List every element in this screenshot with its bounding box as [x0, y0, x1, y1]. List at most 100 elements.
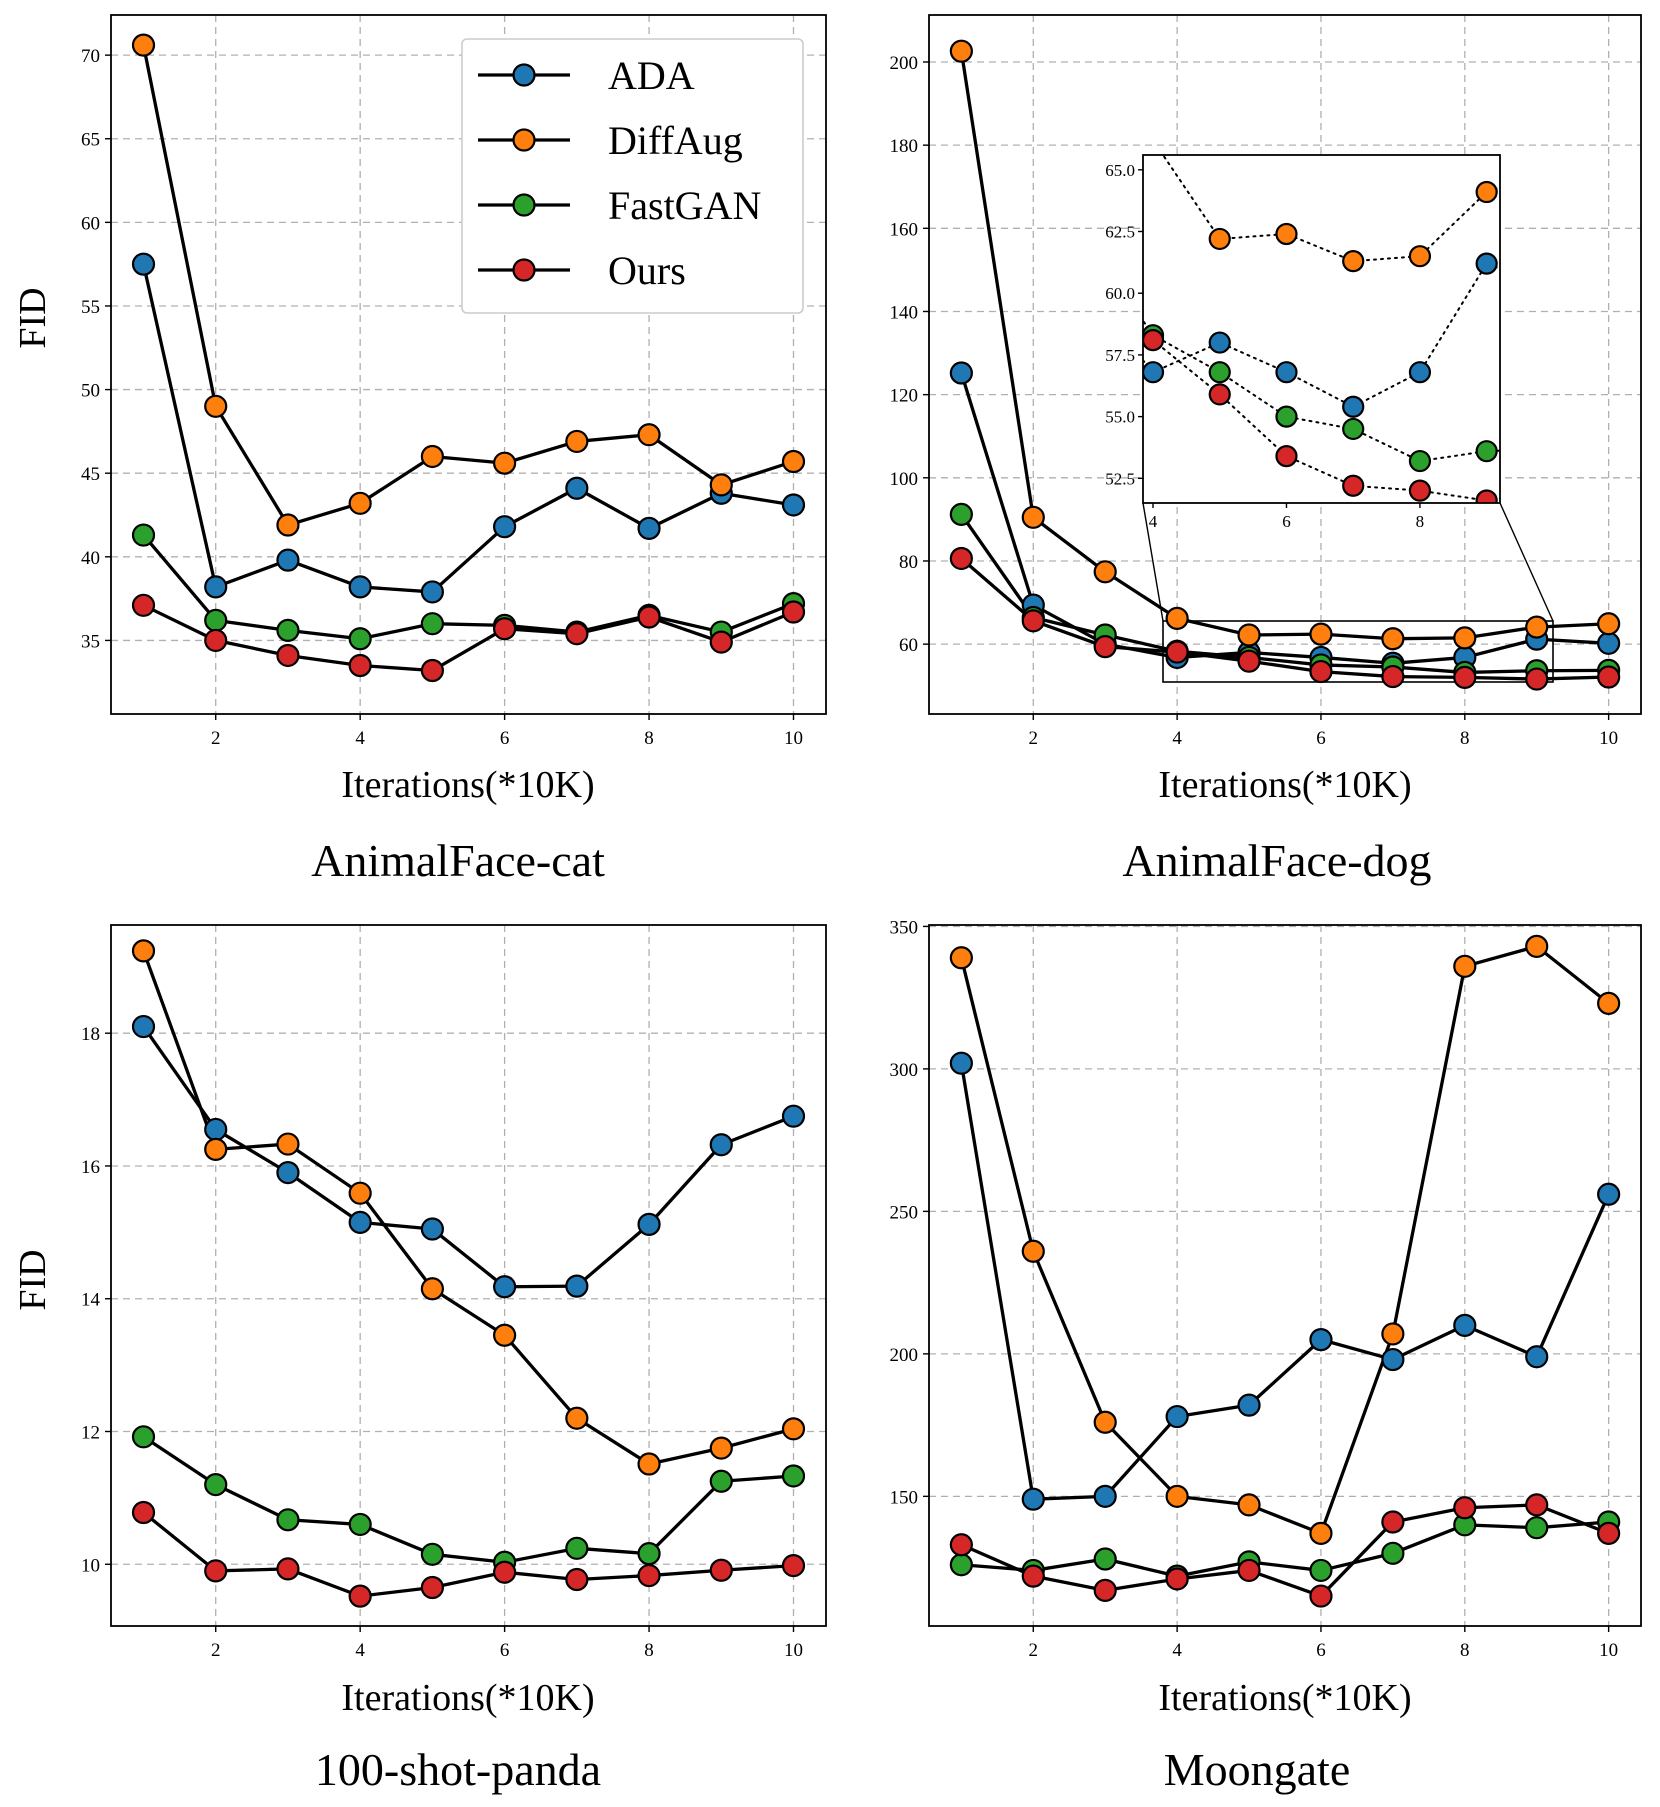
- data-point: [131, 1500, 156, 1525]
- data-point: [131, 593, 156, 617]
- data-point: [565, 476, 589, 500]
- data-point: [204, 1117, 228, 1142]
- legend-item-fastgan: FastGAN: [478, 183, 761, 228]
- chart-animalface-dog: Iterations(*10K) AnimalFace-dog 2 4 6 8 10 60…: [890, 14, 1642, 886]
- data-point: [949, 502, 973, 527]
- data-point: [204, 628, 228, 653]
- data-point: [204, 394, 228, 418]
- data-point: [1093, 1484, 1117, 1508]
- data-point: [709, 1469, 733, 1493]
- zoom-connector: [1142, 502, 1164, 622]
- data-point: [709, 1133, 733, 1157]
- inset-x-tick-label: 8: [1416, 512, 1425, 531]
- series-fastgan: [142, 1435, 794, 1564]
- inset-series-line-ada: [1143, 262, 1500, 408]
- inset-data-point: [1342, 417, 1365, 441]
- data-point: [1237, 1393, 1261, 1417]
- inset-data-point: [1475, 489, 1498, 503]
- data-point: [276, 1557, 300, 1581]
- data-point: [1237, 1558, 1261, 1583]
- inset-series-line-diffaug: [1161, 155, 1500, 263]
- data-point: [493, 451, 517, 475]
- inset-series-line-ours: [1143, 334, 1500, 502]
- inset-x-tick-label: 6: [1282, 512, 1291, 531]
- inset-data-point: [1275, 405, 1298, 428]
- data-point: [1021, 1239, 1045, 1263]
- inset-data-point: [1475, 440, 1498, 463]
- data-point: [1525, 934, 1549, 958]
- inset-data-point: [1208, 361, 1231, 384]
- series-line: [141, 950, 794, 1466]
- data-point: [1093, 635, 1117, 659]
- y-tick-label: 16: [81, 1157, 100, 1178]
- data-point: [565, 429, 589, 454]
- inset-y-tick-label: 65.0: [1105, 161, 1135, 180]
- data-point: [1165, 1404, 1189, 1429]
- data-point: [348, 1512, 372, 1537]
- y-tick-label: 12: [81, 1422, 100, 1443]
- chart-caption: AnimalFace-dog: [1122, 835, 1431, 886]
- data-point: [1525, 615, 1549, 639]
- x-axis-title: Iterations(*10K): [341, 764, 594, 806]
- data-point: [949, 1051, 973, 1075]
- y-tick-label: 60: [81, 213, 100, 234]
- y-tick-label: 50: [81, 381, 100, 402]
- x-tick-label: 8: [644, 1640, 654, 1661]
- data-point: [131, 939, 156, 963]
- data-point: [204, 1137, 228, 1161]
- data-point: [949, 546, 973, 571]
- inset-x-tick-label: 4: [1149, 512, 1158, 531]
- data-point: [1165, 1484, 1189, 1508]
- data-point: [1381, 1510, 1405, 1534]
- data-point: [637, 1212, 661, 1236]
- data-point: [637, 605, 661, 629]
- markers-ours: [949, 1493, 1621, 1608]
- y-tick-label: 60: [899, 635, 918, 656]
- data-point: [1381, 627, 1405, 651]
- data-point: [1453, 665, 1477, 690]
- data-point: [493, 1323, 517, 1347]
- legend-label: ADA: [608, 53, 695, 98]
- data-point: [348, 575, 372, 599]
- data-point: [565, 622, 589, 646]
- inset-y-tick-label: 55.0: [1105, 408, 1135, 427]
- series-ada: [959, 1062, 1611, 1501]
- x-tick-label: 10: [784, 1640, 803, 1661]
- x-tick-label: 10: [1599, 1640, 1618, 1661]
- chart-100-shot-panda: FID Iterations(*10K) 100-shot-panda 2 4 6 8…: [12, 924, 827, 1795]
- inset-frame: [1142, 154, 1501, 504]
- data-point: [709, 1558, 733, 1582]
- x-tick-label: 4: [1172, 728, 1182, 749]
- y-tick-label: 150: [890, 1487, 919, 1508]
- y-tick-label: 80: [899, 552, 918, 573]
- inset-data-point: [1275, 222, 1298, 246]
- legend: ADA DiffAug FastGAN Ours: [461, 38, 804, 314]
- data-point: [565, 1406, 589, 1430]
- data-point: [781, 1464, 806, 1488]
- inset-data-point: [1275, 445, 1298, 468]
- data-point: [1453, 1313, 1477, 1337]
- data-point: [1453, 626, 1477, 650]
- y-tick-label: 250: [890, 1202, 919, 1223]
- data-point: [276, 548, 300, 572]
- plot-frame: [928, 14, 1642, 715]
- data-point: [131, 33, 156, 57]
- data-point: [420, 580, 444, 604]
- legend-marker: [512, 128, 536, 152]
- data-point: [1525, 667, 1549, 691]
- markers-ours: [131, 593, 806, 683]
- inset-series: [1143, 155, 1500, 503]
- y-tick-label: 300: [890, 1060, 919, 1081]
- data-point: [1165, 606, 1189, 630]
- chart-animalface-cat: FID Iterations(*10K) AnimalFace-cat 2 4 6 8…: [12, 14, 827, 886]
- inset-data-point: [1275, 361, 1298, 384]
- y-tick-label: 180: [890, 136, 919, 157]
- data-point: [276, 1161, 300, 1185]
- data-point: [1381, 1322, 1405, 1346]
- inset-data-point: [1475, 252, 1498, 275]
- markers-diffaug: [949, 39, 1621, 651]
- legend-marker: [512, 193, 536, 217]
- y-axis-title: FID: [12, 1249, 54, 1310]
- inset-series-line-fastgan: [1143, 318, 1500, 463]
- data-point: [204, 1473, 228, 1497]
